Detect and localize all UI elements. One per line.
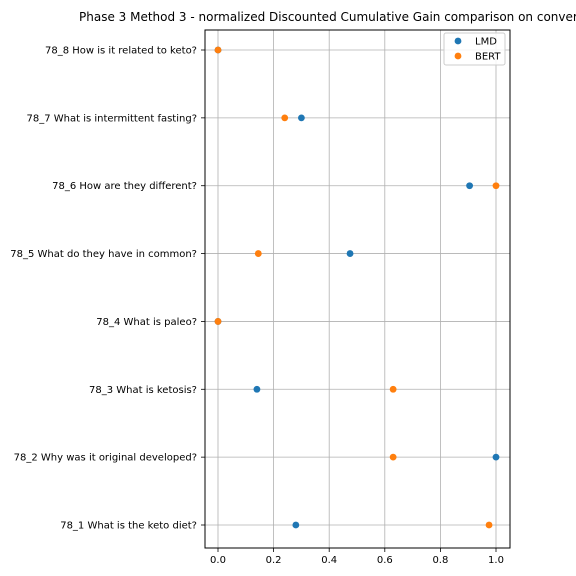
y-category-label: 78_7 What is intermittent fasting?	[26, 113, 197, 124]
chart-title: Phase 3 Method 3 - normalized Discounted…	[79, 10, 576, 24]
point-bert	[492, 182, 500, 190]
y-category-label: 78_5 What do they have in common?	[10, 249, 197, 260]
x-tick-label: 1.0	[488, 555, 504, 566]
x-tick-label: 0.0	[210, 555, 226, 566]
point-bert	[281, 114, 289, 122]
x-tick-label: 0.2	[266, 555, 282, 566]
legend-marker-lmd	[454, 37, 462, 45]
point-bert	[389, 385, 397, 393]
y-category-label: 78_3 What is ketosis?	[89, 385, 197, 396]
grid-layer	[205, 30, 510, 548]
legend-label-lmd: LMD	[475, 37, 497, 48]
x-tick-label: 0.8	[432, 555, 448, 566]
data-points	[214, 46, 500, 529]
y-category-label: 78_1 What is the keto diet?	[60, 521, 197, 532]
point-lmd	[253, 385, 261, 393]
y-category-label: 78_6 How are they different?	[52, 181, 197, 192]
point-bert	[254, 250, 262, 257]
legend-marker-bert	[454, 52, 462, 60]
legend-label-bert: BERT	[475, 52, 501, 63]
legend: LMD BERT	[443, 32, 506, 66]
x-tick-label: 0.4	[321, 555, 337, 566]
x-tick-label: 0.6	[377, 555, 393, 566]
y-category-label: 78_4 What is paleo?	[96, 317, 197, 328]
point-bert	[214, 46, 222, 54]
plot-frame	[204, 29, 511, 549]
y-axis: 78_1 What is the keto diet? 78_2 Why was …	[10, 46, 205, 532]
y-category-label: 78_8 How is it related to keto?	[45, 46, 197, 57]
point-lmd	[492, 453, 500, 461]
point-lmd	[292, 521, 300, 529]
point-lmd	[298, 114, 305, 122]
point-bert	[389, 453, 397, 461]
point-lmd	[346, 250, 354, 257]
y-category-label: 78_2 Why was it original developed?	[14, 453, 197, 464]
point-bert	[214, 318, 222, 325]
x-axis: 0.0 0.2 0.4 0.6 0.8 1.0	[210, 548, 504, 566]
point-bert	[485, 521, 493, 529]
point-lmd	[466, 182, 473, 190]
